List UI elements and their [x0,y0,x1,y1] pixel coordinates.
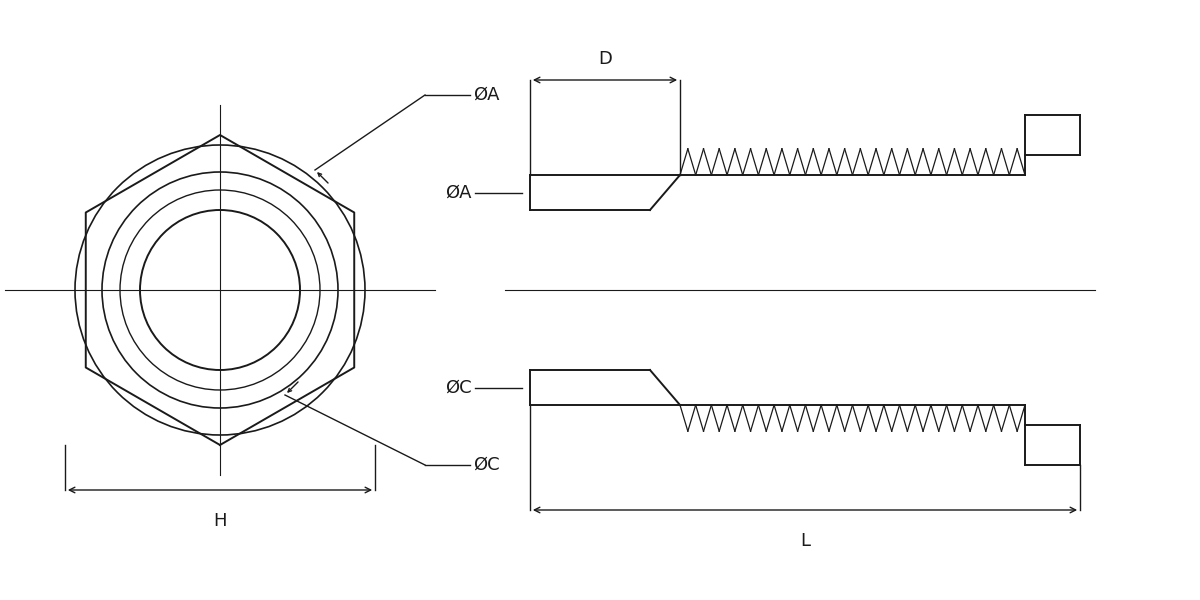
Text: ØC: ØC [445,379,472,397]
Text: D: D [598,50,612,68]
Text: ØA: ØA [473,86,499,104]
Text: ØA: ØA [445,184,472,202]
Text: H: H [214,512,227,530]
Text: L: L [800,532,810,550]
Text: ØC: ØC [473,456,499,474]
